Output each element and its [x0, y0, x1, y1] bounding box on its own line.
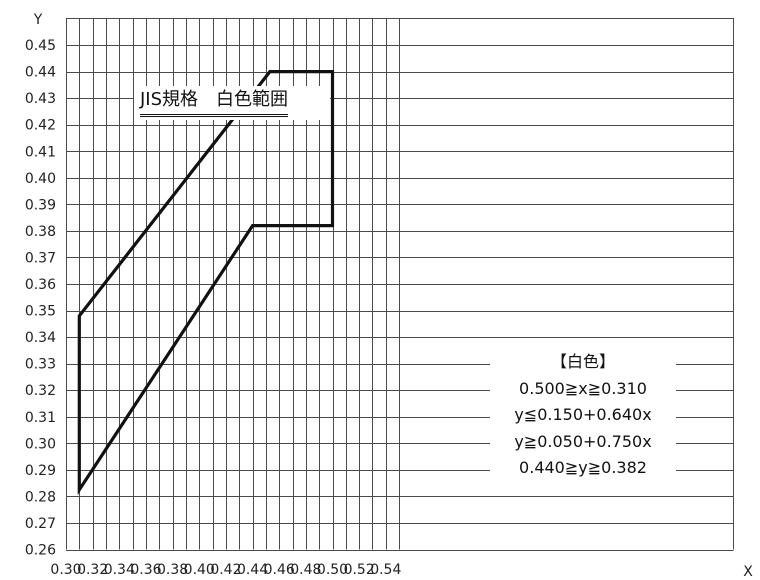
x-tick-label: 0.36 — [130, 562, 161, 578]
y-tick-label: 0.37 — [25, 250, 56, 266]
legend-line-y-range: 0.440≧y≧0.382 — [519, 458, 647, 477]
x-tick-label: 0.44 — [237, 562, 268, 578]
y-axis-label: Y — [33, 12, 43, 28]
y-tick-label: 0.39 — [25, 197, 56, 213]
y-tick-label: 0.44 — [25, 65, 56, 81]
y-tick-label: 0.28 — [25, 489, 56, 505]
y-tick-label: 0.27 — [25, 516, 56, 532]
y-tick-label: 0.38 — [25, 224, 56, 240]
y-tick-label: 0.45 — [25, 38, 56, 54]
legend-line-upper-bound: y≦0.150+0.640x — [514, 405, 652, 424]
y-tick-label: 0.43 — [25, 91, 56, 107]
y-tick-label: 0.33 — [25, 357, 56, 373]
legend-line-x-range: 0.500≧x≧0.310 — [519, 378, 647, 398]
y-tick-label: 0.34 — [25, 330, 56, 346]
x-tick-label: 0.50 — [317, 562, 348, 578]
y-tick-label: 0.40 — [25, 171, 56, 187]
y-tick-label: 0.36 — [25, 277, 56, 293]
x-tick-label: 0.42 — [210, 562, 241, 578]
x-axis-label: X — [743, 564, 753, 580]
x-tick-label: 0.38 — [157, 562, 188, 578]
x-tick-label: 0.52 — [344, 562, 375, 578]
x-tick-label: 0.40 — [184, 562, 215, 578]
legend-box: 【白色】 0.500≧x≧0.310 y≦0.150+0.640x y≧0.05… — [490, 343, 676, 489]
x-tick-label: 0.32 — [77, 562, 108, 578]
y-tick-label: 0.30 — [25, 436, 56, 452]
x-tick-labels: 0.300.320.340.360.380.400.420.440.460.48… — [50, 562, 401, 578]
legend-heading: 【白色】 — [550, 352, 615, 371]
legend-line-lower-bound: y≧0.050+0.750x — [514, 431, 652, 451]
y-tick-label: 0.35 — [25, 304, 56, 320]
y-tick-labels: 0.26 0.27 0.28 0.29 0.30 0.31 0.32 0.33 0.34 0.35… — [25, 38, 56, 558]
x-tick-label: 0.34 — [104, 562, 135, 578]
y-tick-label: 0.42 — [25, 118, 56, 134]
x-tick-label: 0.54 — [370, 562, 401, 578]
y-tick-label: 0.26 — [25, 543, 56, 559]
x-tick-label: 0.46 — [264, 562, 295, 578]
white-range-region-outline — [77, 70, 335, 496]
x-tick-label: 0.30 — [50, 562, 81, 578]
y-tick-label: 0.41 — [25, 144, 56, 160]
y-tick-label: 0.31 — [25, 410, 56, 426]
y-tick-label: 0.32 — [25, 383, 56, 399]
chart-title-box: JIS規格 白色範囲 — [134, 86, 330, 120]
x-tick-label: 0.48 — [290, 562, 321, 578]
chart-title: JIS規格 白色範囲 — [140, 89, 289, 117]
y-tick-label: 0.29 — [25, 463, 56, 479]
